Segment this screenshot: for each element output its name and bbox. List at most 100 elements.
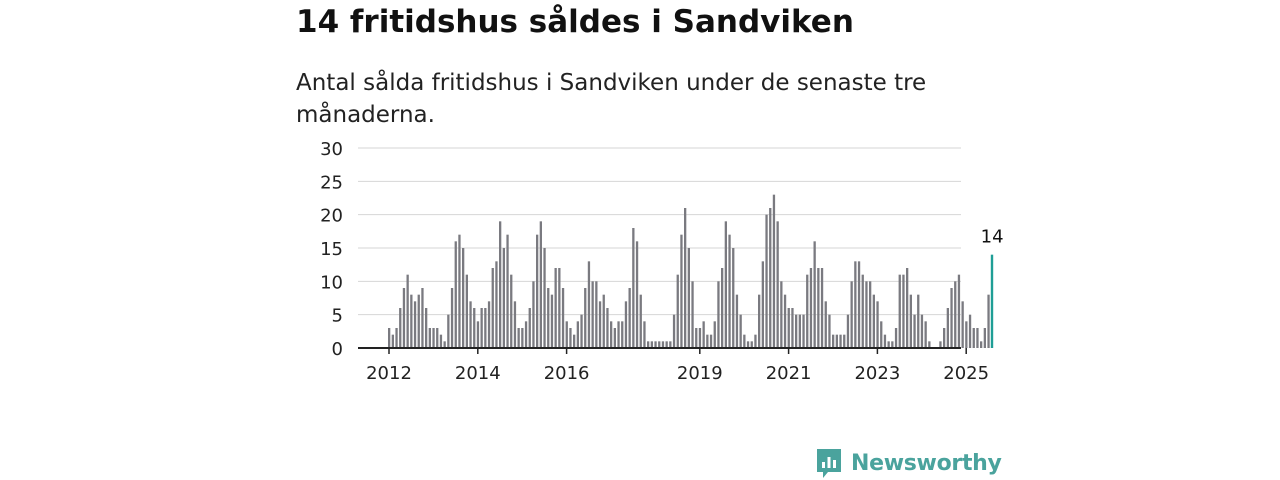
bar [776, 221, 779, 348]
highlight-bar [990, 254, 994, 348]
bar [639, 294, 642, 348]
bar [395, 328, 398, 348]
bar [980, 341, 983, 348]
bar [502, 248, 505, 348]
bar [628, 288, 631, 348]
bar [758, 294, 761, 348]
bar [510, 274, 513, 348]
bar [654, 341, 657, 348]
bar [724, 221, 727, 348]
bar [565, 321, 568, 348]
bar [584, 288, 587, 348]
bar [795, 314, 798, 348]
bar [846, 314, 850, 348]
bar [817, 268, 820, 348]
bar [861, 274, 864, 348]
bar [439, 334, 443, 348]
bar [573, 334, 576, 348]
bar [906, 268, 909, 348]
bar [421, 288, 424, 348]
bar [787, 308, 790, 348]
bar [791, 308, 794, 348]
bar [857, 261, 861, 348]
x-tick-label: 2014 [455, 363, 501, 384]
bar [717, 281, 720, 348]
bar [917, 294, 920, 348]
bar [732, 248, 735, 348]
bar [883, 334, 887, 348]
bar [913, 314, 916, 348]
bar [761, 261, 764, 348]
bar [447, 314, 450, 348]
bar [558, 268, 561, 348]
bar [532, 281, 535, 348]
bar [728, 234, 731, 348]
x-tick-label: 2021 [766, 363, 812, 384]
bar [428, 328, 431, 348]
bar [443, 341, 446, 348]
data-label-last: 14 [981, 227, 1004, 248]
bar [806, 274, 809, 348]
bar [954, 281, 957, 348]
bar [957, 274, 961, 348]
bar [706, 334, 709, 348]
bar [750, 341, 753, 348]
bar [524, 321, 528, 348]
y-tick-label: 30 [320, 139, 343, 160]
bar [824, 301, 827, 348]
chart-subtitle: Antal sålda fritidshus i Sandviken under… [296, 70, 927, 128]
bar [869, 281, 872, 348]
bar [976, 328, 979, 348]
bar [484, 308, 487, 348]
bar [894, 328, 898, 348]
bar [410, 294, 413, 348]
bar [939, 341, 942, 348]
bar [872, 294, 875, 348]
bar [965, 321, 968, 348]
bar [417, 294, 420, 348]
bar [536, 234, 539, 348]
bar [469, 301, 472, 348]
x-tick-label: 2016 [544, 363, 590, 384]
bar [391, 334, 394, 348]
bar [413, 301, 417, 348]
bar [684, 208, 687, 348]
y-tick-label: 15 [320, 239, 343, 260]
bar [606, 308, 609, 348]
bar [920, 314, 924, 348]
bar [850, 281, 853, 348]
bar [909, 294, 912, 348]
bar [968, 314, 972, 348]
bar [635, 241, 639, 348]
bar [672, 314, 676, 348]
bar [617, 321, 620, 348]
y-tick-label: 10 [320, 272, 343, 293]
bar [610, 321, 613, 348]
bar [580, 314, 583, 348]
bar [902, 274, 905, 348]
bar [495, 261, 498, 348]
y-tick-label: 0 [332, 339, 343, 360]
bar [754, 334, 757, 348]
bar [658, 341, 661, 348]
bar [972, 328, 975, 348]
x-axis-ticks: 2012 2014 2016 2019 2021 2023 2025 [366, 348, 989, 384]
bar [780, 281, 783, 348]
bar [783, 294, 787, 348]
bar [521, 328, 524, 348]
bar [632, 228, 635, 348]
bar [709, 334, 713, 348]
bar [402, 288, 406, 348]
bar [943, 328, 946, 348]
y-tick-label: 5 [332, 306, 343, 327]
bar [680, 234, 683, 348]
bar [650, 341, 653, 348]
bar [647, 341, 650, 348]
bar [987, 294, 990, 348]
bar [473, 308, 476, 348]
bar [798, 314, 801, 348]
bar [425, 308, 428, 348]
bar [820, 268, 824, 348]
bar [713, 321, 716, 348]
